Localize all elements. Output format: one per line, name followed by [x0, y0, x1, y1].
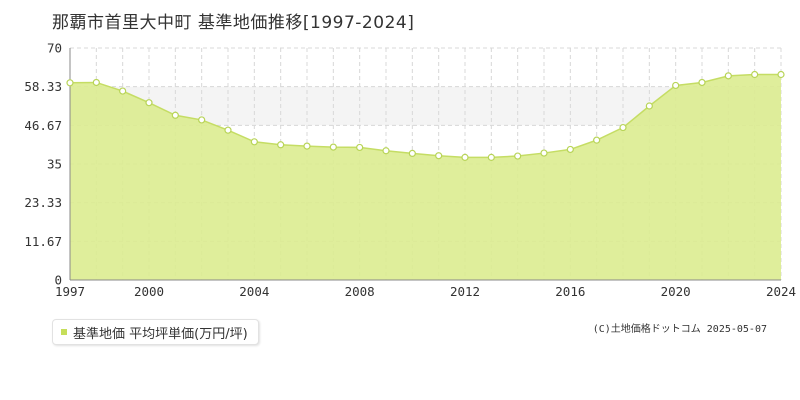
data-point [382, 147, 390, 155]
data-point [672, 81, 680, 90]
marker-layer [66, 70, 785, 161]
legend-swatch [61, 329, 67, 335]
series-area [70, 74, 781, 280]
series-line [69, 73, 781, 159]
data-point [724, 72, 732, 80]
y-tick-label: 58.33 [24, 79, 62, 94]
data-point [566, 145, 574, 154]
data-point [435, 152, 443, 160]
data-point [66, 79, 74, 87]
data-point [250, 138, 258, 146]
area-layer [69, 73, 781, 280]
data-point [593, 136, 601, 144]
credit-text: (C)土地価格ドットコム 2025-05-07 [592, 324, 767, 335]
data-point [645, 102, 653, 110]
data-point [145, 99, 153, 107]
y-tick-label: 23.33 [24, 195, 62, 210]
data-point [619, 123, 627, 132]
data-point [198, 116, 206, 124]
x-tick-label: 1997 [55, 284, 85, 299]
x-tick-label: 2024 [766, 284, 796, 299]
data-point [356, 143, 364, 152]
x-tick-label: 2004 [239, 284, 269, 299]
y-tick-label: 0 [54, 273, 62, 288]
y-tick-label: 46.67 [24, 118, 62, 133]
data-point [751, 70, 759, 79]
tick-label-layer: 0 11.67 23.33 35 46.67 58.33 70 1997 2000 2004 200… [24, 41, 796, 300]
x-tick-label: 2000 [134, 284, 164, 299]
x-tick-label: 2016 [555, 284, 585, 299]
data-point [303, 142, 311, 150]
legend: 基準地価 平均坪単価(万円/坪) [52, 319, 259, 345]
data-point [92, 78, 100, 87]
data-point [487, 153, 495, 161]
y-tick-label: 35 [47, 157, 62, 172]
legend-label: 基準地価 平均坪単価(万円/坪) [73, 326, 248, 342]
y-tick-label: 70 [47, 41, 62, 56]
data-point [408, 149, 416, 157]
data-point [461, 153, 469, 161]
data-point [698, 78, 706, 87]
axis-layer [69, 48, 781, 281]
chart-title: 那覇市首里大中町 基準地価推移[1997-2024] [52, 13, 415, 33]
data-point [514, 152, 522, 160]
data-point [329, 143, 337, 151]
data-point [224, 126, 232, 134]
y-tick-label: 11.67 [24, 234, 62, 249]
data-point [777, 70, 785, 79]
x-tick-label: 2020 [661, 284, 691, 299]
x-tick-label: 2012 [450, 284, 480, 299]
x-tick-label: 2008 [345, 284, 375, 299]
data-point [540, 149, 548, 157]
data-point [119, 87, 127, 95]
data-point [277, 141, 285, 149]
data-point [171, 111, 179, 119]
